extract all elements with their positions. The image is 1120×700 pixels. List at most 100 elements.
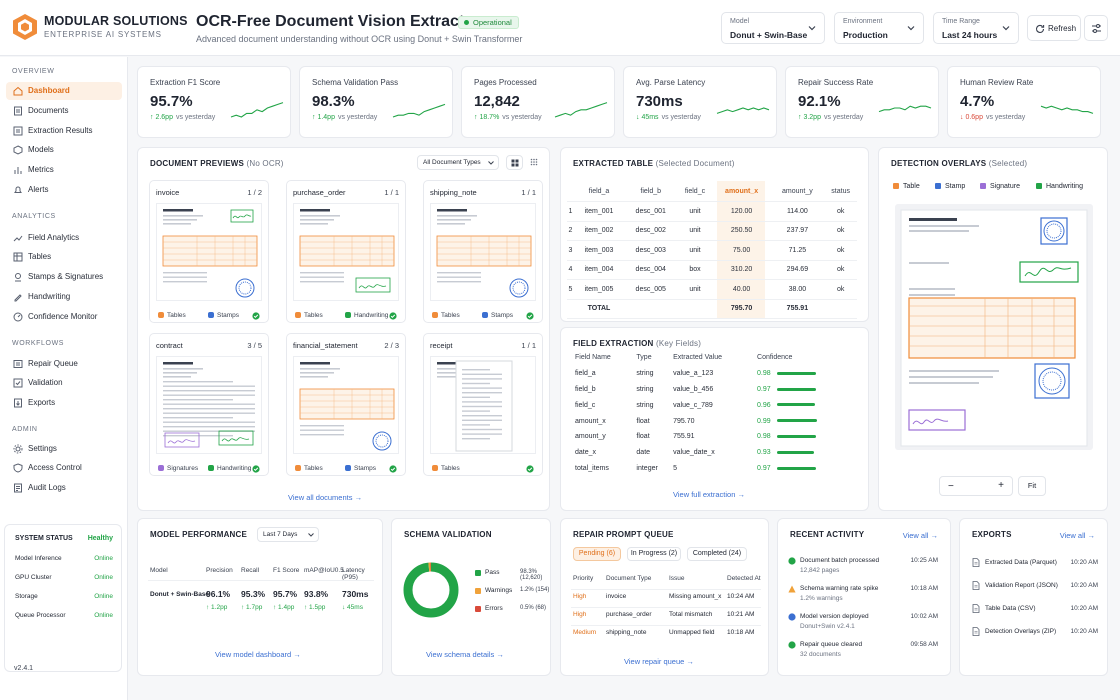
field-row[interactable]: field_a string value_a_123 0.98 — [575, 366, 860, 382]
perf-header-cell: Latency (P95) — [342, 567, 365, 581]
sidebar-item-validation[interactable]: Validation — [6, 374, 122, 392]
fit-button[interactable]: Fit — [1018, 476, 1046, 496]
check-circle-icon — [252, 312, 260, 320]
field-row[interactable]: total_items integer 5 0.97 — [575, 461, 860, 477]
field-cell: value_c_789 — [673, 401, 713, 409]
activity-subtitle: 1.2% warnings — [800, 595, 843, 602]
kpi-card[interactable]: Avg. Parse Latency 730ms ↓ 45ms vs yesterda… — [623, 66, 777, 138]
document-thumbnail[interactable]: invoice 1 / 2 Tables Stamps — [149, 180, 269, 323]
document-type-filter[interactable]: All Document Types — [417, 155, 499, 170]
table-cell: item_005 — [584, 285, 614, 293]
view-all-documents-link[interactable]: View all documents → — [288, 493, 363, 502]
field-cell: field_b — [575, 385, 596, 393]
table-row[interactable]: 4 item_004 desc_004 box 310.20 294.69 ok — [567, 260, 857, 280]
sidebar-item-alerts[interactable]: Alerts — [6, 181, 122, 199]
kpi-card[interactable]: Repair Success Rate 92.1% ↑ 3.2pp vs yester… — [785, 66, 939, 138]
overlay-canvas[interactable] — [895, 204, 1093, 450]
activity-view-all-link[interactable]: View all → — [902, 531, 938, 540]
sidebar-item-extraction-results[interactable]: Extraction Results — [6, 122, 122, 140]
document-thumbnail[interactable]: contract 3 / 5 Signatures Handwriting — [149, 333, 269, 476]
table-cell: ok — [836, 285, 845, 293]
legend-item: Stamp — [935, 183, 965, 190]
export-item[interactable]: Table Data (CSV) 10:20 AM — [968, 601, 1100, 617]
repair-row[interactable] — [571, 589, 761, 605]
detection-overlays-panel: DETECTION OVERLAYS (Selected) Table Stamp… — [878, 147, 1108, 511]
view-model-dashboard-link[interactable]: View model dashboard → — [215, 650, 301, 659]
document-thumbnail[interactable]: purchase_order 1 / 1 Tables Handwriting — [286, 180, 406, 323]
repair-cell: purchase_order — [606, 611, 652, 618]
view-repair-queue-link[interactable]: View repair queue → — [624, 657, 694, 666]
repair-cell: invoice — [606, 593, 627, 600]
performance-range-select[interactable]: Last 7 Days — [257, 527, 319, 542]
settings-sliders-button[interactable] — [1084, 15, 1108, 41]
sidebar-item-stamps-signatures[interactable]: Stamps & Signatures — [6, 268, 122, 286]
sidebar-item-documents[interactable]: Documents — [6, 102, 122, 120]
field-row[interactable]: date_x date value_date_x 0.93 — [575, 445, 860, 461]
kpi-value: 98.3% — [312, 93, 355, 110]
kpi-card[interactable]: Human Review Rate 4.7% ↓ 0.6pp vs yesterday — [947, 66, 1101, 138]
repair-row[interactable] — [571, 607, 761, 623]
sidebar-item-confidence-monitor[interactable]: Confidence Monitor — [6, 308, 122, 326]
sidebar-item-exports[interactable]: Exports — [6, 394, 122, 412]
document-page: 2 / 3 — [384, 341, 399, 350]
kpi-delta: ↓ 0.6pp vs yesterday — [960, 114, 1025, 121]
tab-completed[interactable]: Completed (24) — [687, 547, 747, 561]
table-row[interactable]: 3 item_003 desc_003 unit 75.00 71.25 ok — [567, 241, 857, 260]
exports-view-all-link[interactable]: View all → — [1059, 531, 1095, 540]
legend-swatch-icon — [1036, 183, 1042, 189]
sidebar-item-metrics[interactable]: Metrics — [6, 161, 122, 179]
time-range-label: Time Range — [942, 18, 980, 25]
kpi-value: 730ms — [636, 93, 683, 110]
environment-select[interactable]: Environment Production — [834, 12, 924, 44]
sidebar-item-models[interactable]: Models — [6, 141, 122, 159]
model-select[interactable]: Model Donut + Swin-Base — [721, 12, 825, 44]
sidebar-item-settings[interactable]: Settings — [6, 440, 122, 458]
confidence-bar — [777, 466, 817, 470]
document-thumbnail[interactable]: shipping_note 1 / 1 Tables Stamps — [423, 180, 543, 323]
field-row[interactable]: amount_x float 795.70 0.99 — [575, 413, 860, 429]
zoom-in-button[interactable]: + — [998, 480, 1004, 491]
sidebar-item-access-control[interactable]: Access Control — [6, 459, 122, 477]
table-row[interactable]: 5 item_005 desc_005 unit 40.00 38.00 ok — [567, 280, 857, 299]
sidebar: OVERVIEW Dashboard Documents Extraction … — [0, 57, 128, 700]
field-row[interactable]: amount_y float 755.91 0.98 — [575, 429, 860, 445]
time-range-select[interactable]: Time Range Last 24 hours — [933, 12, 1019, 44]
extracted-table-panel: EXTRACTED TABLE (Selected Document) fiel… — [560, 147, 869, 322]
sidebar-item-audit-logs[interactable]: Audit Logs — [6, 479, 122, 497]
table-cell: unit — [689, 227, 701, 235]
sidebar-item-field-analytics[interactable]: Field Analytics — [6, 229, 122, 247]
field-row[interactable]: field_b string value_b_456 0.97 — [575, 382, 860, 398]
sidebar-item-tables[interactable]: Tables — [6, 248, 122, 266]
sidebar-item-dashboard[interactable]: Dashboard — [6, 82, 122, 100]
kpi-card[interactable]: Pages Processed 12,842 ↑ 18.7% vs yesterday — [461, 66, 615, 138]
table-row[interactable]: 1 item_001 desc_001 unit 120.00 114.00 ok — [567, 202, 857, 221]
log-icon — [14, 483, 22, 493]
tab-in-progress[interactable]: In Progress (2) — [627, 547, 681, 561]
table-row[interactable]: 2 item_002 desc_002 unit 250.50 237.97 ok — [567, 221, 857, 241]
repair-row[interactable] — [571, 625, 761, 641]
view-schema-details-link[interactable]: View schema details → — [426, 650, 504, 659]
export-item[interactable]: Detection Overlays (ZIP) 10:20 AM — [968, 624, 1100, 640]
grid-view-button[interactable] — [506, 155, 523, 170]
export-item[interactable]: Validation Report (JSON) 10:20 AM — [968, 578, 1100, 594]
list-view-button[interactable] — [526, 155, 543, 170]
legend-swatch-icon — [935, 183, 941, 189]
sidebar-item-repair-queue[interactable]: Repair Queue — [6, 355, 122, 373]
export-item[interactable]: Extracted Data (Parquet) 10:20 AM — [968, 555, 1100, 571]
kpi-card[interactable]: Extraction F1 Score 95.7% ↑ 2.6pp vs yester… — [137, 66, 291, 138]
sidebar-item-handwriting[interactable]: Handwriting — [6, 288, 122, 306]
zoom-out-button[interactable]: − — [948, 481, 954, 492]
model-performance-title: MODEL PERFORMANCE — [150, 530, 248, 539]
kpi-card[interactable]: Schema Validation Pass 98.3% ↑ 1.4pp vs yes… — [299, 66, 453, 138]
view-full-extraction-link[interactable]: View full extraction → — [673, 490, 745, 499]
document-thumbnail[interactable]: financial_statement 2 / 3 Tables Stamps — [286, 333, 406, 476]
tab-pending[interactable]: Pending (6) — [573, 547, 621, 561]
refresh-button[interactable]: Refresh — [1027, 15, 1081, 41]
table-cell: desc_003 — [635, 246, 666, 254]
field-row[interactable]: field_c string value_c_789 0.96 — [575, 397, 860, 413]
legend-swatch-icon — [475, 588, 481, 594]
perf-delta-cell: ↑ 1.5pp — [304, 604, 326, 611]
field-cell: 755.91 — [673, 433, 695, 441]
home-icon — [13, 86, 23, 96]
document-thumbnail[interactable]: receipt 1 / 1 Tables — [423, 333, 543, 476]
